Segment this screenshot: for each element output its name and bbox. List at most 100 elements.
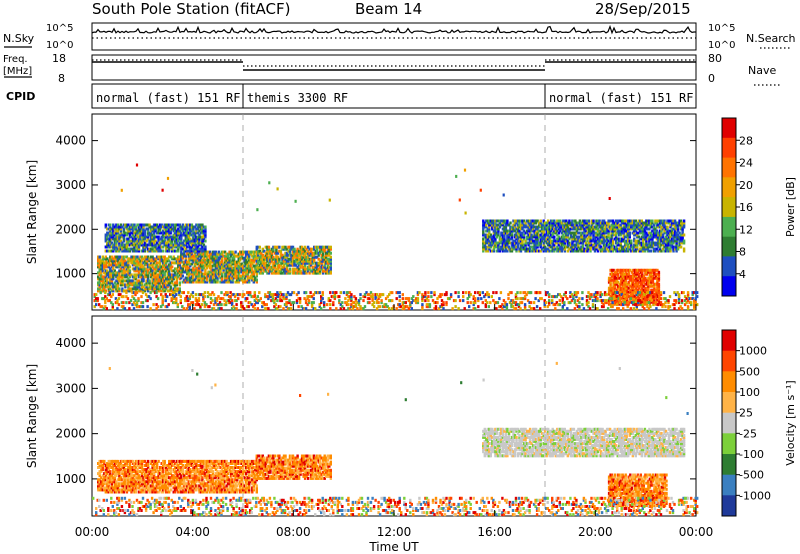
echo-cell [134, 291, 137, 295]
echo-cell [303, 255, 307, 259]
echo-cell [308, 251, 311, 255]
echo-cell [618, 237, 621, 241]
echo-cell [178, 263, 181, 267]
echo-cell [273, 269, 277, 273]
echo-cell [524, 231, 527, 235]
echo-cell [186, 276, 189, 280]
echo-cell [108, 291, 111, 295]
echo-cell [653, 298, 656, 302]
echo-cell [180, 256, 183, 260]
echo-cell [102, 297, 105, 301]
echo-cell [251, 250, 254, 254]
echo-cell [186, 229, 189, 233]
echo-cell [195, 256, 198, 260]
echo-cell [592, 231, 595, 235]
echo-cell [568, 241, 571, 245]
cpid-segment-label: normal (fast) 151 RF [96, 91, 241, 105]
nsky-tick-bottom: 10^0 [46, 40, 73, 51]
echo-cell [506, 245, 509, 249]
echo-cell [581, 227, 585, 231]
echo-cell [165, 241, 168, 245]
echo-cell [669, 249, 672, 253]
echo-cell [528, 229, 532, 233]
echo-cell [143, 287, 147, 291]
echo-cell [175, 273, 178, 277]
echo-cell [556, 225, 559, 229]
echo-cell [285, 259, 289, 263]
echo-cell [509, 249, 512, 253]
echo-cell [142, 223, 145, 227]
echo-cell [166, 259, 169, 263]
echo-cell [522, 245, 526, 249]
echo-cell [560, 231, 563, 235]
echo-cell [104, 283, 107, 287]
echo-cell [557, 221, 560, 225]
echo-cell [201, 247, 204, 251]
echo-cell [313, 267, 316, 271]
echo-cell [522, 235, 526, 239]
echo-cell [148, 263, 151, 267]
echo-cell [641, 292, 644, 296]
echo-cell [494, 243, 497, 247]
echo-cell [266, 267, 269, 271]
echo-cell [140, 243, 144, 247]
echo-cell [140, 241, 144, 245]
echo-cell [326, 263, 329, 267]
echo-cell [676, 221, 680, 225]
echo-cell [518, 235, 521, 239]
echo-cell [672, 231, 675, 235]
echo-cell [243, 262, 246, 266]
echo-cell [217, 264, 221, 268]
echo-cell [627, 239, 630, 243]
echo-cell [142, 257, 145, 261]
echo-cell [115, 247, 118, 251]
echo-cell [93, 293, 96, 297]
echo-cell [128, 259, 132, 263]
echo-cell [171, 289, 174, 293]
echo-cell [589, 241, 592, 245]
echo-cell [100, 265, 103, 269]
echo-cell [248, 268, 251, 272]
echo-cell [290, 257, 293, 261]
echo-cell [232, 254, 236, 258]
echo-cell [196, 299, 199, 303]
echo-cell [512, 225, 515, 229]
echo-cell [168, 225, 171, 229]
echo-cell [139, 281, 142, 285]
echo-cell [172, 229, 175, 233]
echo-cell [618, 239, 621, 243]
echo-cell [172, 255, 175, 259]
echo-cell [593, 225, 597, 229]
echo-cell [189, 233, 192, 237]
echo-cell [510, 235, 514, 239]
echo-cell [146, 271, 150, 275]
echo-cell [110, 265, 113, 269]
echo-cell [118, 289, 121, 293]
echo-cell [106, 281, 109, 285]
echo-cell [651, 229, 654, 233]
echo-cell [300, 255, 304, 259]
echo-cell [114, 297, 118, 301]
echo-cell [610, 227, 613, 231]
echo-cell [140, 231, 144, 235]
echo-cell [592, 233, 595, 237]
echo-cell [293, 269, 296, 273]
echo-cell [248, 278, 251, 282]
echo-cell [646, 223, 650, 227]
echo-cell [557, 237, 560, 241]
echo-cell [175, 245, 178, 249]
echo-cell [151, 273, 154, 277]
echo-cell [648, 268, 652, 272]
echo-cell [627, 280, 630, 284]
echo-cell [497, 247, 500, 251]
echo-cell [193, 233, 197, 237]
echo-cell [615, 221, 618, 225]
echo-cell [219, 254, 222, 258]
echo-cell [113, 261, 116, 265]
echo-cell [282, 245, 286, 249]
echo-cell [557, 227, 560, 231]
echo-cell [148, 271, 151, 275]
echo-cell [679, 241, 683, 245]
echo-cell [134, 249, 138, 253]
echo-cell [501, 237, 505, 241]
